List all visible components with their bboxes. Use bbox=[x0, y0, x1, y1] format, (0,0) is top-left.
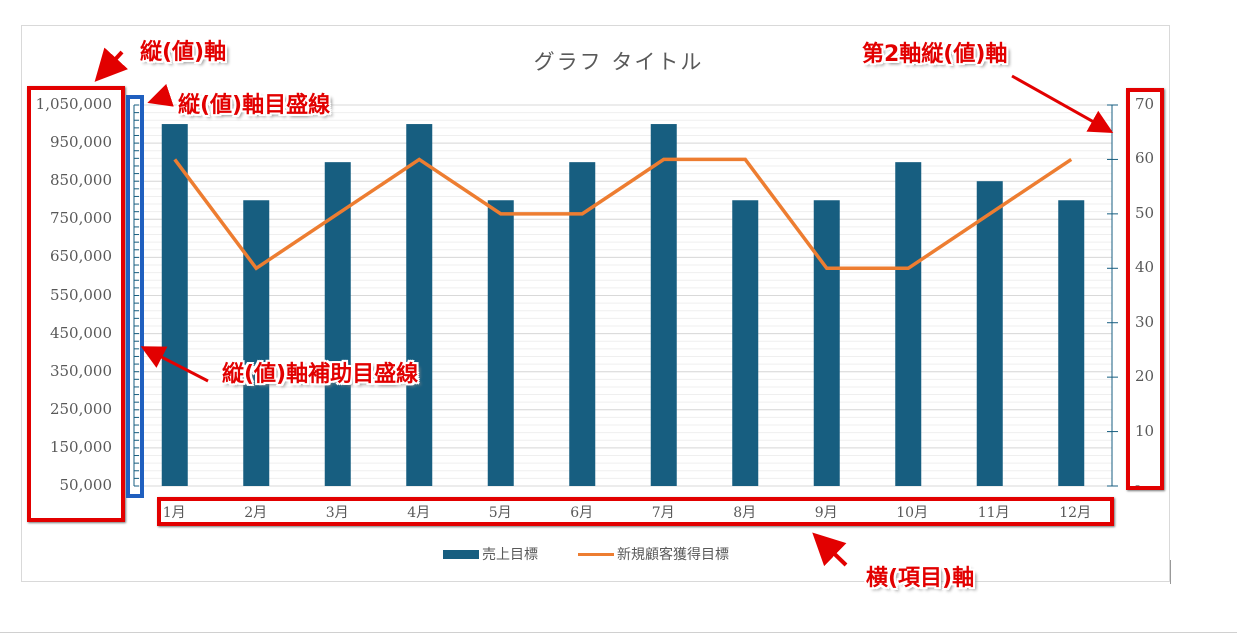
primary-axis-tick-label: 950,000 bbox=[49, 133, 112, 152]
sheet-bottom-border bbox=[0, 632, 1237, 633]
primary-axis-tick-label: 50,000 bbox=[59, 476, 113, 494]
line-series-new-customer-target bbox=[173, 157, 1073, 271]
secondary-axis-tick-label: 70 bbox=[1135, 95, 1155, 113]
primary-axis-tick-label: 450,000 bbox=[49, 323, 112, 342]
category-tick-label: 3月 bbox=[325, 505, 349, 521]
category-tick-label: 7月 bbox=[651, 505, 675, 521]
category-tick-label: 8月 bbox=[733, 505, 757, 521]
category-tick-label: 2月 bbox=[244, 505, 268, 521]
bar bbox=[813, 200, 840, 486]
bar bbox=[650, 124, 677, 487]
bar bbox=[895, 162, 922, 486]
bar bbox=[406, 124, 433, 487]
annotation-vertical-axis: 縦(値)軸 bbox=[140, 40, 227, 65]
secondary-axis-tick-label: 50 bbox=[1135, 203, 1155, 222]
legend-item-sales-target[interactable]: 売上目標 bbox=[443, 544, 538, 564]
secondary-axis-tick-label: - bbox=[1135, 476, 1141, 494]
secondary-axis-highlight-box bbox=[1126, 88, 1164, 490]
legend-label: 売上目標 bbox=[482, 547, 538, 563]
category-tick-label: 12月 bbox=[1059, 505, 1092, 521]
primary-axis-tick-label: 350,000 bbox=[49, 361, 112, 380]
category-tick-label: 9月 bbox=[814, 505, 838, 521]
bar bbox=[487, 200, 514, 486]
category-tick-label: 4月 bbox=[407, 505, 431, 521]
secondary-axis-tick-label: 30 bbox=[1135, 312, 1155, 331]
legend-label: 新規顧客獲得目標 bbox=[617, 547, 729, 563]
annotation-secondary-vertical-axis: 第2軸縦(値)軸 bbox=[862, 42, 1008, 67]
category-tick-label: 11月 bbox=[977, 505, 1010, 521]
annotation-horizontal-axis: 横(項目)軸 bbox=[866, 566, 975, 591]
bar bbox=[732, 200, 759, 486]
bar bbox=[161, 124, 188, 487]
primary-axis-tick-label: 550,000 bbox=[49, 285, 112, 304]
primary-axis-tick-label: 650,000 bbox=[49, 247, 112, 266]
bar bbox=[976, 181, 1003, 486]
primary-axis-tick-label: 1,050,000 bbox=[35, 95, 112, 113]
bar bbox=[569, 162, 596, 486]
gridline-highlight-box bbox=[126, 95, 144, 498]
major-gridlines bbox=[134, 104, 1112, 487]
category-tick-label: 5月 bbox=[488, 505, 512, 521]
primary-axis-minor-ticks bbox=[133, 104, 139, 487]
category-tick-label: 1月 bbox=[162, 505, 186, 521]
legend-line-swatch bbox=[578, 552, 614, 556]
bar bbox=[243, 200, 270, 486]
secondary-axis-tick-label: 10 bbox=[1135, 421, 1155, 440]
horizontal-axis-highlight-box bbox=[157, 497, 1114, 526]
secondary-axis-tick-label: 20 bbox=[1135, 367, 1155, 386]
sheet-divider bbox=[1170, 560, 1171, 584]
secondary-axis-tick-label: 60 bbox=[1135, 149, 1155, 168]
legend[interactable]: 売上目標 新規顧客獲得目標 bbox=[0, 544, 1237, 564]
category-tick-label: 10月 bbox=[896, 505, 929, 521]
primary-axis-tick-label: 150,000 bbox=[49, 437, 112, 456]
bar bbox=[324, 162, 351, 486]
annotation-vertical-major-gridlines: 縦(値)軸目盛線 bbox=[178, 93, 331, 118]
secondary-axis-tick-label: 40 bbox=[1135, 258, 1155, 277]
secondary-axis-line bbox=[1107, 104, 1118, 487]
category-tick-label: 6月 bbox=[570, 505, 594, 521]
bar bbox=[1058, 200, 1085, 486]
chart-title[interactable]: グラフ タイトル bbox=[533, 50, 704, 74]
bar-series-sales-target bbox=[161, 124, 1085, 487]
primary-axis-tick-label: 750,000 bbox=[49, 209, 112, 228]
legend-bar-swatch bbox=[443, 549, 479, 559]
primary-axis-tick-label: 250,000 bbox=[49, 399, 112, 418]
vertical-axis-highlight-box bbox=[27, 86, 125, 522]
primary-axis-tick-label: 850,000 bbox=[49, 171, 112, 190]
legend-item-new-customer-target[interactable]: 新規顧客獲得目標 bbox=[578, 544, 729, 564]
line-path bbox=[173, 157, 1073, 271]
annotation-vertical-minor-gridlines: 縦(値)軸補助目盛線 bbox=[222, 362, 419, 387]
